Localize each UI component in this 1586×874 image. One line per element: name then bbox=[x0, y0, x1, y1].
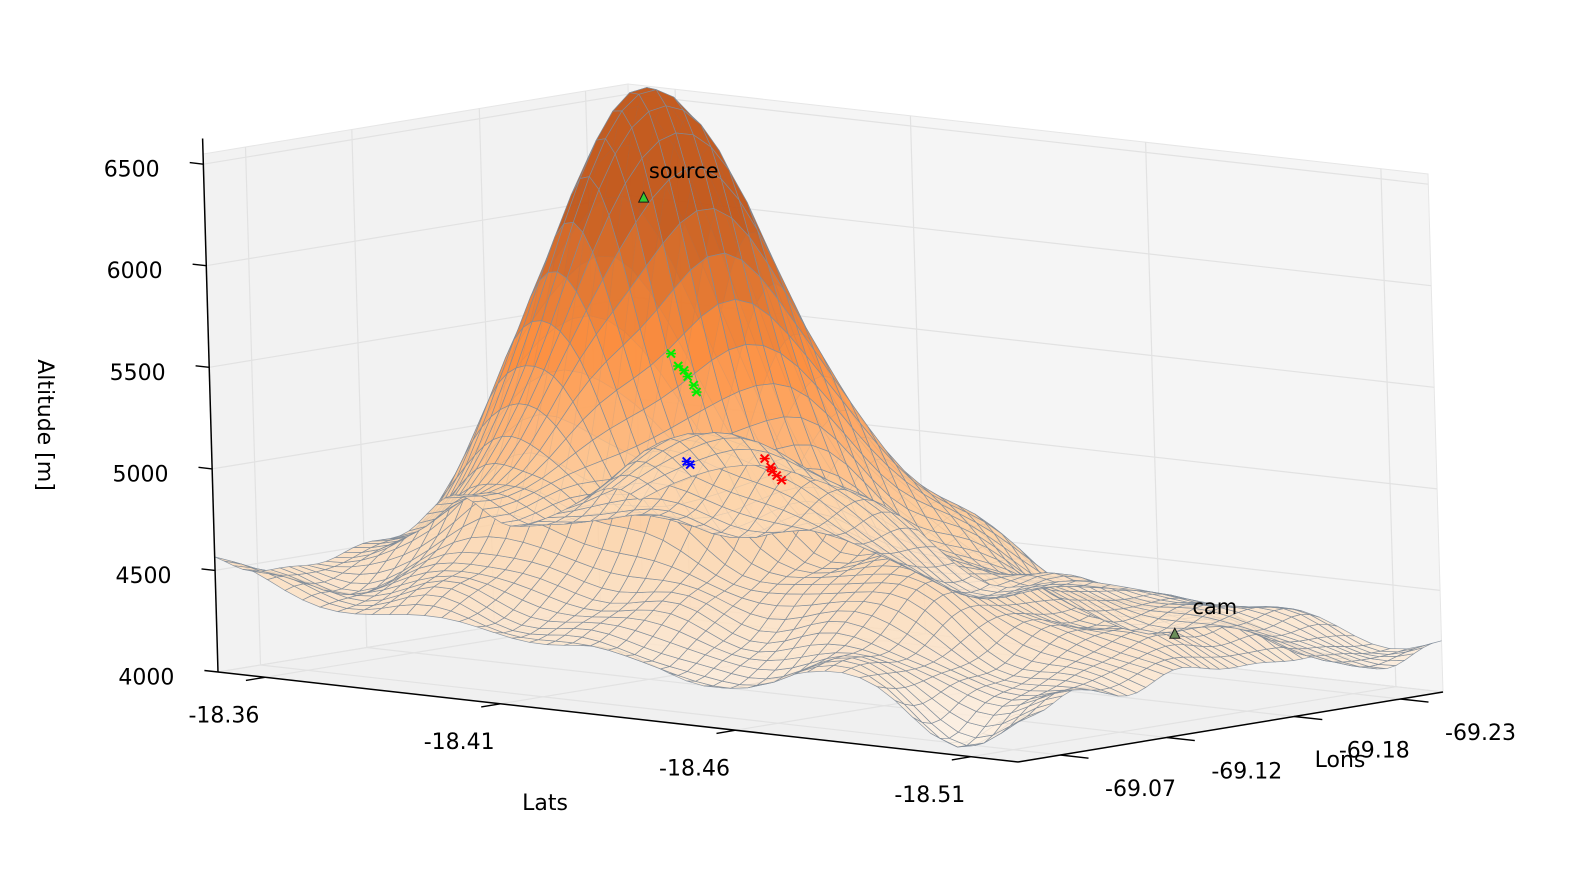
gridline-z bbox=[631, 195, 1432, 287]
terrain-surface bbox=[214, 86, 1442, 748]
z-tick-label: 4000 bbox=[118, 666, 174, 691]
axis-lines bbox=[189, 138, 1444, 763]
point-markers: source cam bbox=[637, 159, 1237, 639]
cluster-marker bbox=[685, 459, 696, 470]
lat-tick bbox=[716, 729, 736, 735]
lon-tick bbox=[1294, 715, 1323, 721]
z-tick-label: 6000 bbox=[107, 259, 163, 284]
lat-tick-label: -18.41 bbox=[424, 730, 495, 755]
gridline-z bbox=[203, 93, 629, 165]
z-tick-label: 4500 bbox=[116, 564, 172, 589]
cluster-marker bbox=[759, 453, 770, 464]
annotation-marker bbox=[637, 190, 650, 203]
cluster-marker bbox=[679, 365, 690, 376]
lat-axis-line bbox=[217, 671, 1019, 763]
cluster-marker bbox=[682, 371, 693, 382]
gridline-lat bbox=[1145, 142, 1162, 661]
cluster-marker bbox=[767, 466, 778, 477]
lat-tick bbox=[481, 703, 501, 708]
cluster-marker bbox=[688, 380, 699, 390]
cluster-marker bbox=[673, 361, 684, 371]
cluster-marker bbox=[666, 348, 676, 359]
z-tick-label: 6500 bbox=[104, 158, 160, 183]
lat-tick bbox=[951, 756, 972, 761]
annotation-label: cam bbox=[1192, 595, 1237, 619]
gridline-z bbox=[628, 93, 1429, 185]
z-tick-label: 5500 bbox=[110, 361, 166, 386]
y-axis-label: Lons bbox=[1315, 748, 1366, 773]
lon-tick bbox=[1400, 698, 1429, 703]
z-tick bbox=[201, 568, 216, 572]
lat-tick-label: -18.46 bbox=[659, 756, 730, 781]
annotation-label: source bbox=[649, 159, 719, 183]
lon-tick bbox=[1060, 754, 1089, 759]
lon-axis-line bbox=[1017, 691, 1444, 763]
lon-tick-label: -69.07 bbox=[1105, 777, 1176, 802]
z-tick-label: 5000 bbox=[113, 462, 169, 487]
surface-cell bbox=[629, 483, 658, 501]
lat-tick-label: -18.36 bbox=[188, 703, 259, 728]
z-axis-line bbox=[201, 138, 219, 673]
z-tick bbox=[192, 263, 207, 267]
z-tick bbox=[198, 466, 213, 470]
lat-tick bbox=[245, 676, 266, 682]
cluster-marker bbox=[691, 387, 702, 397]
gridline-lon bbox=[366, 646, 1167, 739]
lat-tick-label: -18.51 bbox=[894, 783, 965, 808]
gridline-lat bbox=[970, 686, 1396, 758]
gridline-z bbox=[206, 195, 632, 267]
lon-tick-label: -69.18 bbox=[1339, 739, 1410, 764]
lon-tick bbox=[1166, 736, 1195, 742]
lon-tick-label: -69.23 bbox=[1445, 721, 1516, 746]
z-tick bbox=[195, 365, 210, 368]
annotation-marker bbox=[1168, 627, 1181, 639]
lon-tick-label: -69.12 bbox=[1211, 760, 1282, 785]
gridline-lon bbox=[260, 664, 1061, 756]
tick-labels: -18.36 -18.41 -18.46 -18.51 -69.07 -69.12 -69.… bbox=[104, 158, 1516, 808]
cluster-marker bbox=[776, 475, 787, 485]
z-tick bbox=[189, 161, 204, 165]
gridline-lat bbox=[1380, 168, 1397, 687]
gridline-lon bbox=[244, 146, 262, 666]
z-axis-label: Altitude [m] bbox=[32, 359, 57, 491]
z-tick bbox=[204, 669, 219, 673]
x-axis-label: Lats bbox=[522, 791, 568, 816]
